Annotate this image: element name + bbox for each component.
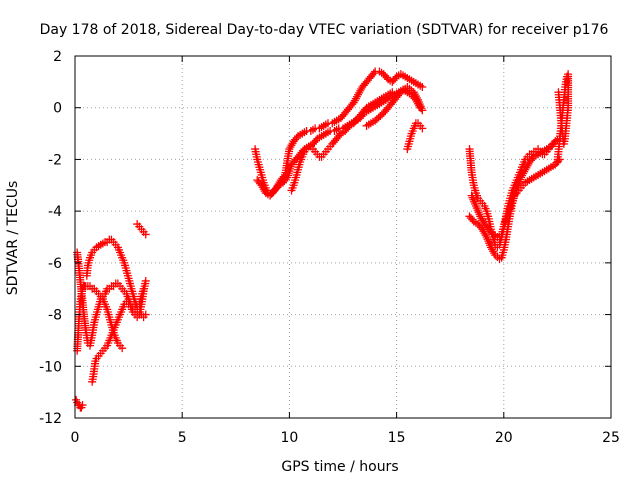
axis-ticks: 0 5 10 15 20 25 -12 -10 -8 -6 -4 -2 0 2 — [39, 49, 620, 446]
data-point — [141, 230, 150, 239]
data-series — [467, 134, 564, 241]
data-point — [141, 276, 150, 285]
x-tick-label: 20 — [495, 430, 513, 446]
y-axis-title: SDTVAR / TECUs — [5, 181, 21, 296]
data-point — [369, 69, 378, 78]
x-tick-label: 15 — [388, 430, 406, 446]
y-tick-label: -4 — [48, 204, 62, 220]
x-tick-label: 5 — [178, 430, 187, 446]
data-series — [362, 83, 427, 130]
y-tick-label: -6 — [48, 256, 62, 272]
x-tick-label: 0 — [71, 430, 80, 446]
x-tick-label: 10 — [280, 430, 298, 446]
plot-border — [74, 55, 612, 419]
data-point — [418, 83, 427, 92]
chart-title: Day 178 of 2018, Sidereal Day-to-day VTE… — [40, 22, 609, 38]
y-tick-label: -8 — [48, 308, 62, 324]
y-tick-label: 2 — [53, 49, 62, 65]
data-point — [481, 231, 490, 240]
data-series — [403, 119, 427, 154]
data-point — [418, 106, 427, 115]
data-point — [412, 94, 421, 103]
data-point — [395, 89, 404, 98]
y-tick-label: 0 — [53, 101, 62, 117]
y-tick-label: -2 — [48, 152, 62, 168]
data-series — [88, 276, 150, 386]
data-point — [418, 124, 427, 133]
data-point — [554, 88, 563, 97]
y-tick-label: -12 — [39, 411, 62, 427]
data-series — [287, 88, 397, 195]
data-series — [553, 70, 573, 167]
x-axis-title: GPS time / hours — [281, 459, 398, 475]
data-series — [72, 395, 87, 412]
data-point — [78, 401, 87, 410]
data-points — [72, 67, 573, 412]
data-series — [73, 248, 127, 353]
x-tick-label: 25 — [602, 430, 620, 446]
data-point — [388, 88, 397, 97]
y-tick-label: -10 — [39, 359, 62, 375]
data-series — [133, 220, 150, 239]
data-point — [118, 344, 127, 353]
